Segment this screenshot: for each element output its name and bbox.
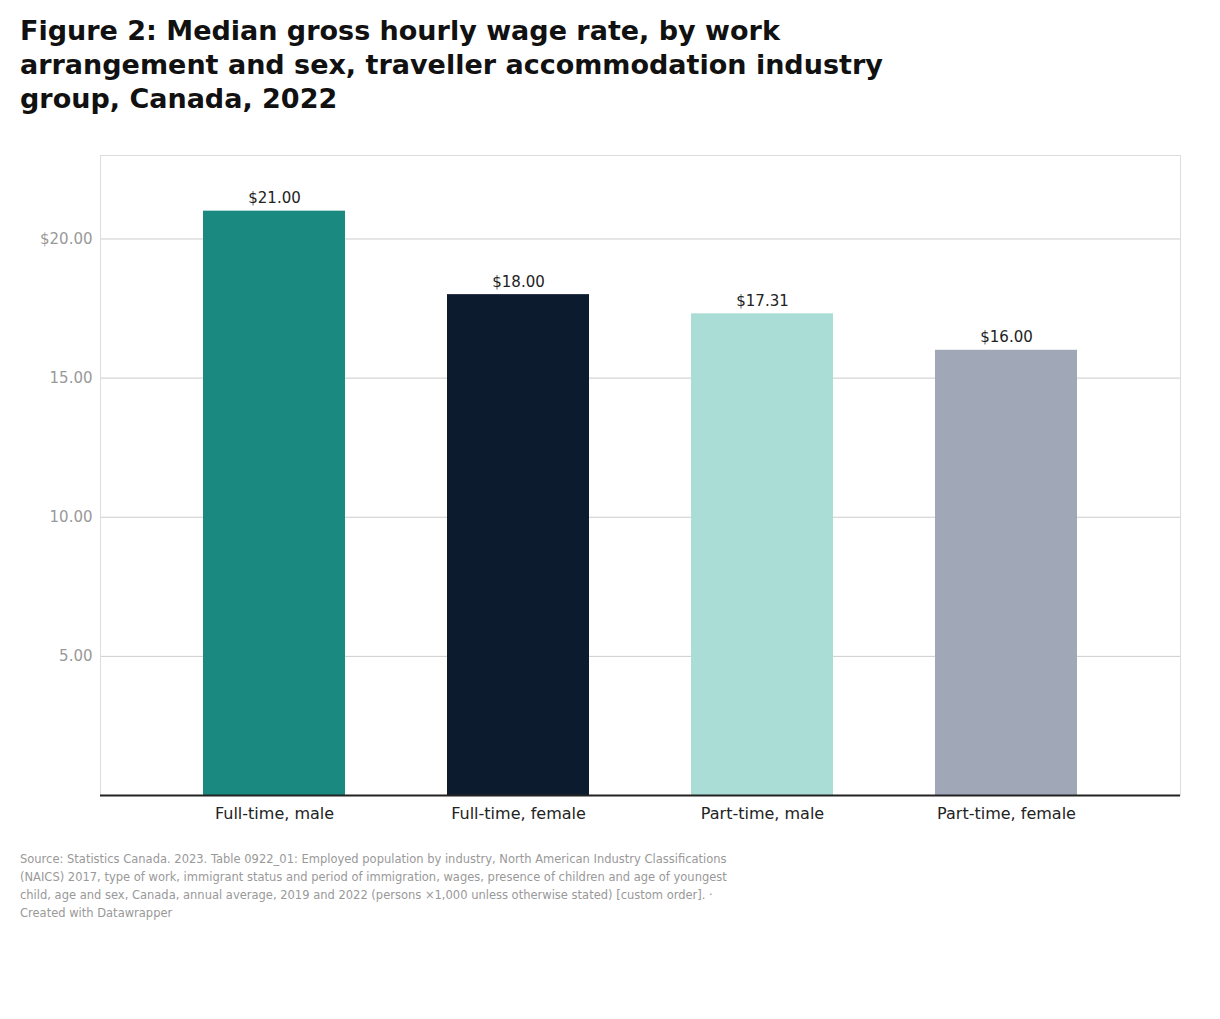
html-text:Figure 2: Median gross hourly: Figure 2: Median gross hourly wage rate,…	[20, 15, 883, 114]
svg-text:Part-time, female: Part-time, female	[937, 804, 1076, 823]
svg-text:$16.00: $16.00	[980, 329, 1033, 347]
svg-text:Full-time, male: Full-time, male	[215, 804, 334, 823]
svg-text:Part-time, male: Part-time, male	[701, 804, 824, 823]
svg-text:5.00: 5.00	[59, 647, 92, 665]
svg-text:Full-time, female: Full-time, female	[451, 804, 586, 823]
svg-text:$18.00: $18.00	[492, 273, 545, 291]
svg-text:$20.00: $20.00	[40, 230, 93, 248]
html-text:Source: Statistics Canada. 202: Source: Statistics Canada. 2023. Table 0…	[20, 852, 727, 920]
svg-text:$17.31: $17.31	[736, 292, 789, 310]
svg-text:10.00: 10.00	[50, 508, 93, 526]
svg-text:$21.00: $21.00	[248, 189, 301, 207]
svg-text:15.00: 15.00	[50, 369, 93, 387]
